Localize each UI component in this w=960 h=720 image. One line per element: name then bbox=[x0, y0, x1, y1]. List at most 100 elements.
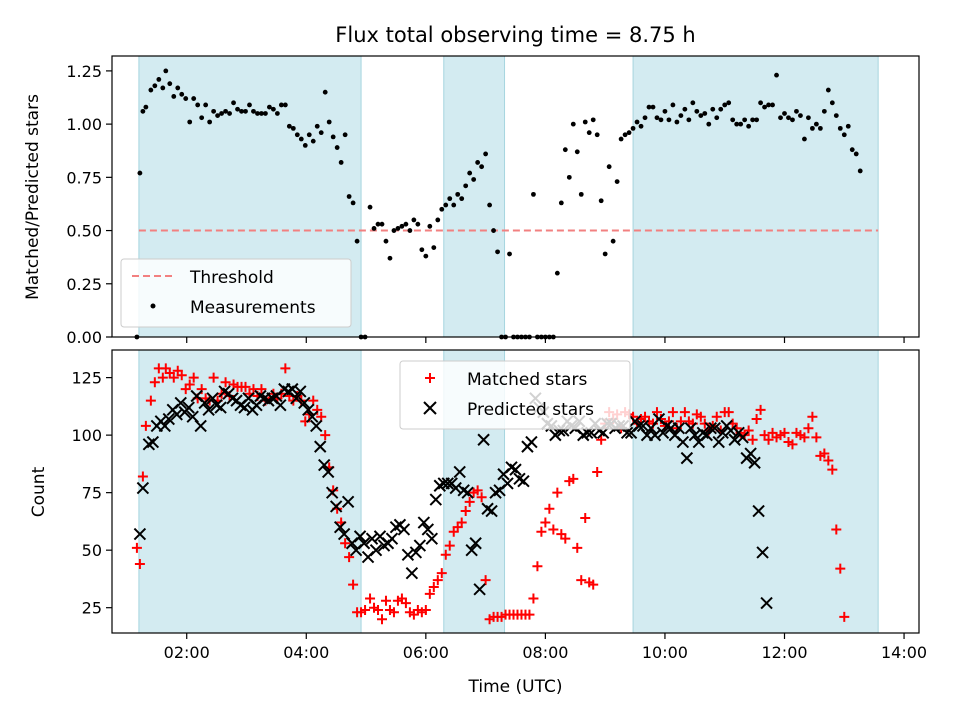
matched-star-point bbox=[819, 448, 830, 459]
predicted-star-point bbox=[325, 486, 339, 499]
measurement-point bbox=[219, 111, 224, 116]
predicted-star-point bbox=[676, 435, 690, 449]
bottom-panel-x-ticks: 02:00 04:00 06:00 08:00 10:00 12:00 14:00 bbox=[164, 633, 927, 662]
measurement-point bbox=[318, 130, 324, 136]
measurement-point bbox=[290, 125, 296, 131]
measurement-point bbox=[714, 115, 720, 121]
predicted-star-point bbox=[202, 403, 215, 417]
measurement-point bbox=[183, 96, 189, 101]
matched-star-point bbox=[807, 411, 818, 422]
measurement-point bbox=[223, 108, 228, 114]
predicted-star-point bbox=[760, 596, 773, 610]
matched-star-point bbox=[456, 517, 467, 528]
matched-star-point bbox=[544, 503, 555, 514]
predicted-star-point bbox=[401, 548, 415, 561]
top-panel-x-ticks bbox=[186, 337, 905, 343]
x-tick-label: 10:00 bbox=[642, 643, 688, 662]
predicted-star-point bbox=[136, 481, 150, 495]
measurement-point bbox=[774, 72, 779, 78]
measurement-point bbox=[294, 132, 300, 138]
measurement-point bbox=[487, 202, 492, 208]
measurement-point bbox=[267, 104, 272, 110]
measurement-point bbox=[338, 160, 344, 165]
measurement-point bbox=[274, 111, 280, 116]
measurement-point bbox=[682, 106, 688, 112]
predicted-star-point bbox=[748, 456, 761, 469]
predicted-star-point bbox=[453, 465, 466, 479]
predicted-star-point bbox=[672, 422, 686, 435]
matched-star-point bbox=[464, 496, 475, 507]
matched-star-point bbox=[568, 473, 579, 484]
predicted-star-point bbox=[146, 435, 160, 449]
measurement-point bbox=[483, 151, 489, 157]
predicted-star-point bbox=[648, 428, 662, 442]
measurement-point bbox=[459, 196, 465, 202]
measurement-point bbox=[574, 149, 580, 155]
measurement-point bbox=[342, 132, 348, 138]
predicted-star-point bbox=[449, 481, 462, 495]
predicted-star-point bbox=[318, 458, 331, 472]
measurement-point bbox=[674, 119, 680, 125]
measurement-point bbox=[630, 125, 636, 131]
measurement-point bbox=[203, 102, 209, 108]
measurement-point bbox=[730, 117, 736, 123]
matched-star-point bbox=[576, 575, 587, 586]
predicted-star-point bbox=[321, 465, 335, 479]
legend-measurements-label: Measurements bbox=[190, 298, 316, 318]
measurement-point bbox=[455, 191, 461, 197]
matched-star-point bbox=[380, 595, 391, 606]
predicted-star-point bbox=[214, 401, 227, 414]
bottom-panel-y-ticks: 25 50 75 100 125 bbox=[71, 369, 112, 618]
legend-measurements-swatch bbox=[150, 303, 156, 309]
predicted-star-point bbox=[724, 424, 737, 437]
observing-interval-band bbox=[443, 55, 506, 338]
measurement-point bbox=[570, 121, 576, 127]
measurement-point bbox=[160, 85, 166, 91]
measurement-point bbox=[243, 108, 248, 114]
measurement-point bbox=[495, 249, 500, 255]
matched-star-point bbox=[592, 466, 603, 477]
matched-star-point bbox=[787, 439, 798, 450]
matched-star-point bbox=[424, 588, 435, 599]
x-tick-label: 04:00 bbox=[283, 643, 329, 662]
matched-star-point bbox=[572, 542, 583, 553]
measurement-point bbox=[686, 117, 692, 123]
measurement-point bbox=[598, 198, 604, 204]
measurement-point bbox=[586, 130, 592, 136]
measurement-point bbox=[247, 102, 252, 108]
predicted-star-point bbox=[712, 435, 725, 449]
measurement-point bbox=[346, 194, 352, 199]
measurement-point bbox=[152, 83, 158, 89]
matched-star-point bbox=[176, 370, 187, 381]
matched-star-point bbox=[137, 471, 148, 482]
matched-star-point bbox=[184, 379, 195, 390]
predicted-star-point bbox=[744, 447, 757, 460]
matched-star-point bbox=[596, 434, 607, 445]
predicted-star-point bbox=[517, 474, 530, 488]
measurement-point bbox=[849, 147, 855, 153]
measurement-point bbox=[531, 191, 536, 197]
measurement-point bbox=[451, 202, 457, 208]
predicted-star-point bbox=[341, 495, 355, 509]
measurement-point bbox=[507, 251, 512, 257]
bottom-panel-frame bbox=[111, 349, 920, 634]
matched-star-point bbox=[839, 611, 850, 622]
predicted-star-point bbox=[409, 546, 423, 559]
predicted-star-point bbox=[306, 410, 319, 423]
measurement-point bbox=[411, 217, 417, 223]
y-tick-label: 75 bbox=[82, 484, 102, 503]
measurement-point bbox=[578, 191, 584, 197]
measurement-point bbox=[379, 221, 385, 227]
measurement-point bbox=[554, 270, 560, 276]
measurement-point bbox=[156, 77, 162, 82]
x-tick-label: 08:00 bbox=[522, 643, 568, 662]
measurement-point bbox=[829, 100, 835, 106]
matched-star-point bbox=[157, 372, 168, 383]
top-panel: 0.00 0.25 0.50 0.75 1.00 1.25 Matched/Predict… bbox=[23, 55, 920, 347]
measurement-point bbox=[638, 123, 644, 129]
measurement-point bbox=[140, 108, 146, 114]
matched-star-point bbox=[799, 432, 810, 443]
predicted-star-point bbox=[656, 426, 670, 440]
matched-star-point bbox=[376, 614, 387, 625]
predicted-star-point bbox=[461, 486, 474, 499]
